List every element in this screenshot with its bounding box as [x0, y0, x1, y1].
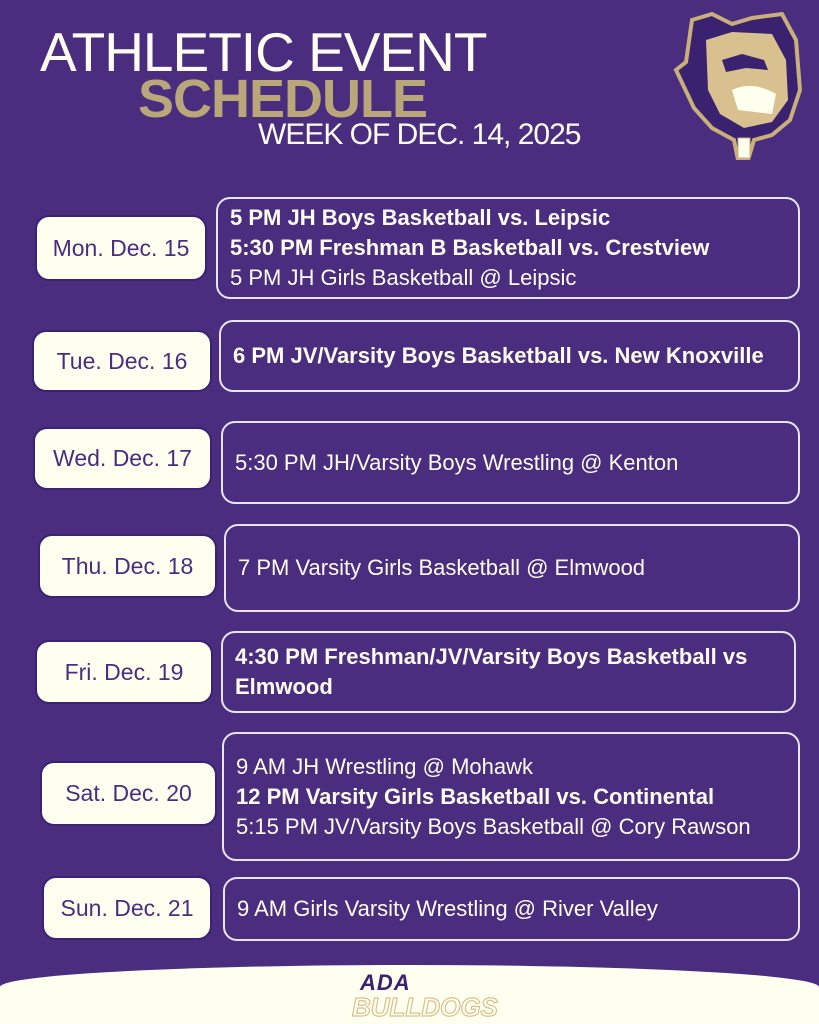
events-box: 5:30 PM JH/Varsity Boys Wrestling @ Kent…	[221, 421, 800, 504]
footer-logo-bulldogs: BULLDOGS	[351, 991, 498, 1022]
event-item: 6 PM JV/Varsity Boys Basketball vs. New …	[233, 343, 764, 368]
footer-banner	[0, 965, 819, 1024]
events-box: 5 PM JH Boys Basketball vs. Leipsic 5:30 …	[216, 197, 800, 299]
event-item: 5 PM JH Girls Basketball @ Leipsic	[230, 265, 577, 290]
day-label: Mon. Dec. 15	[35, 215, 207, 281]
event-item: 7 PM Varsity Girls Basketball @ Elmwood	[238, 555, 646, 580]
events-box: 9 AM Girls Varsity Wrestling @ River Val…	[223, 877, 800, 941]
day-label: Thu. Dec. 18	[38, 534, 217, 598]
events-box: 6 PM JV/Varsity Boys Basketball vs. New …	[219, 320, 800, 392]
events-box: 9 AM JH Wrestling @ Mohawk 12 PM Varsity …	[222, 732, 800, 861]
day-label: Fri. Dec. 19	[35, 640, 213, 704]
title-line1: ATHLETIC EVENT	[40, 21, 487, 83]
event-item: 5:30 PM Freshman B Basketball vs. Crestv…	[230, 235, 710, 260]
day-label: Sun. Dec. 21	[42, 876, 212, 940]
event-item: 9 AM JH Wrestling @ Mohawk	[236, 753, 534, 779]
day-label: Sat. Dec. 20	[40, 761, 217, 826]
event-item: 5:30 PM JH/Varsity Boys Wrestling @ Kent…	[235, 449, 679, 475]
week-subtitle: WEEK OF DEC. 14, 2025	[258, 118, 581, 151]
footer-logo-ada: ADA	[360, 970, 411, 995]
event-item: 12 PM Varsity Girls Basketball vs. Conti…	[236, 783, 715, 809]
event-item: 4:30 PM Freshman/JV/Varsity Boys Basketb…	[235, 644, 748, 699]
event-item: 5:15 PM JV/Varsity Boys Basketball @ Cor…	[236, 813, 751, 839]
day-label: Tue. Dec. 16	[32, 330, 212, 392]
event-item: 5 PM JH Boys Basketball vs. Leipsic	[230, 205, 611, 230]
title-line2: SCHEDULE	[138, 69, 428, 129]
bulldog-mascot-icon	[673, 11, 803, 160]
day-label: Wed. Dec. 17	[33, 427, 212, 490]
event-item: 9 AM Girls Varsity Wrestling @ River Val…	[237, 896, 658, 921]
events-box: 4:30 PM Freshman/JV/Varsity Boys Basketb…	[221, 631, 796, 713]
events-box: 7 PM Varsity Girls Basketball @ Elmwood	[224, 524, 800, 612]
